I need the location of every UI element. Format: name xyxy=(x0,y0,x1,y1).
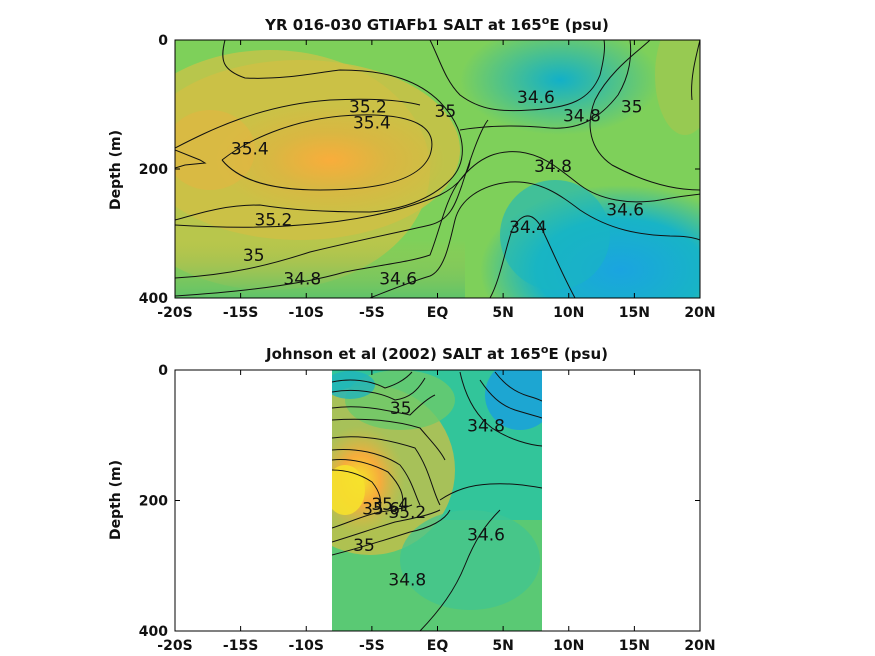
x-tick-label: 15N xyxy=(619,638,650,654)
contour-label: 35.4 xyxy=(353,114,391,134)
x-tick-label: EQ xyxy=(427,305,449,321)
panel-bottom-contour-labels: 35 34.8 35.635.435.2 34.6 35 34.8 xyxy=(353,399,505,591)
x-tick-label: 5N xyxy=(492,638,513,654)
contour-label: 34.4 xyxy=(509,218,547,238)
x-tick-label: -15S xyxy=(223,305,258,321)
x-tick-label: EQ xyxy=(427,638,449,654)
contour-label: 35.2 xyxy=(349,97,387,117)
y-tick-label: 0 xyxy=(158,363,168,379)
panel-bottom-title: Johnson et al (2002) SALT at 165oE (psu) xyxy=(265,343,608,363)
contour-label: 35.4 xyxy=(231,139,269,159)
panel-bottom: Johnson et al (2002) SALT at 165oE (psu) xyxy=(108,343,716,654)
contour-label: 34.8 xyxy=(534,157,572,177)
contour-label: 34.8 xyxy=(283,270,321,290)
y-tick-label: 0 xyxy=(158,33,168,49)
x-tick-label: -5S xyxy=(359,638,385,654)
x-tick-label: -10S xyxy=(289,638,324,654)
panel-bottom-ylabel: Depth (m) xyxy=(108,460,124,540)
contour-label: 34.6 xyxy=(379,270,417,290)
panel-top-ylabel: Depth (m) xyxy=(108,130,124,210)
contour-label: 35.4 xyxy=(371,495,409,515)
panel-bottom-contours xyxy=(332,371,542,631)
panel-top-field xyxy=(175,40,700,298)
contour-label: 34.6 xyxy=(606,201,644,221)
x-tick-label: 10N xyxy=(553,305,584,321)
x-tick-label: -20S xyxy=(157,305,192,321)
y-tick-label: 200 xyxy=(139,162,168,178)
x-tick-label: 20N xyxy=(684,638,715,654)
contour-label: 34.8 xyxy=(563,106,601,126)
contour-label: 35.6 xyxy=(362,499,400,519)
x-tick-label: -10S xyxy=(289,305,324,321)
contour-label: 35 xyxy=(621,97,643,117)
contour-label: 35 xyxy=(353,536,375,556)
contour-label: 35 xyxy=(243,246,265,266)
panel-top-ticks: -20S -15S -10S -5S EQ 5N 10N 15N 20N 0 200 400 xyxy=(139,33,716,321)
panel-bottom-ticks: -20S -15S -10S -5S EQ 5N 10N 15N 20N 0 200 400 xyxy=(139,363,716,654)
x-tick-label: 5N xyxy=(492,305,513,321)
contour-label: 35 xyxy=(390,399,412,419)
panel-bottom-field xyxy=(332,370,542,631)
x-tick-label: -20S xyxy=(157,638,192,654)
y-tick-label: 400 xyxy=(139,624,168,640)
y-tick-label: 200 xyxy=(139,494,168,510)
contour-label: 35 xyxy=(435,102,457,122)
contour-label: 34.8 xyxy=(388,570,426,590)
x-tick-label: -5S xyxy=(359,305,385,321)
panel-top: YR 016-030 GTIAFb1 SALT at 165oE (psu) xyxy=(108,14,716,321)
contour-label: 34.6 xyxy=(467,525,505,545)
x-tick-label: 20N xyxy=(684,305,715,321)
x-tick-label: 10N xyxy=(553,638,584,654)
panel-top-title: YR 016-030 GTIAFb1 SALT at 165oE (psu) xyxy=(264,14,609,34)
x-tick-label: 15N xyxy=(619,305,650,321)
contour-label: 35.2 xyxy=(388,503,426,523)
contour-label: 34.8 xyxy=(467,416,505,436)
panel-top-contours xyxy=(175,40,700,298)
contour-label: 35.2 xyxy=(255,210,293,230)
y-tick-label: 400 xyxy=(139,291,168,307)
x-tick-label: -15S xyxy=(223,638,258,654)
contour-label: 34.6 xyxy=(517,88,555,108)
